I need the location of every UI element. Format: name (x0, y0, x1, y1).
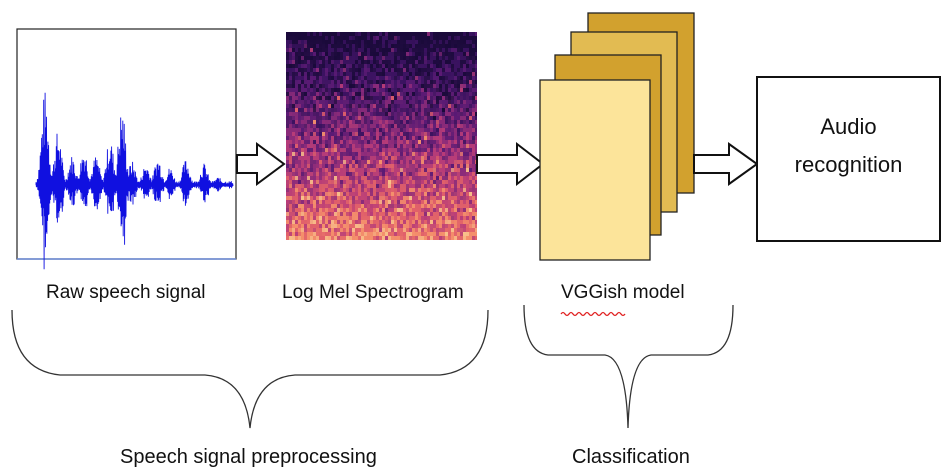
audio-recognition-box (756, 76, 941, 242)
audio-recognition-text: Audio recognition (757, 108, 940, 184)
arrow-1 (236, 142, 286, 186)
classification-group-label: Classification (572, 446, 690, 468)
preprocessing-brace (11, 309, 489, 429)
preprocessing-group-label: Speech signal preprocessing (120, 446, 377, 468)
audio-recognition-line-2: recognition (794, 152, 903, 177)
classification-brace (523, 304, 734, 429)
spectrogram-image (286, 32, 477, 240)
vggish-label: VGGish model (561, 282, 685, 303)
waveform (35, 92, 234, 270)
spellcheck-underline (560, 311, 626, 317)
spectrogram-label: Log Mel Spectrogram (282, 282, 464, 303)
arrow-2 (476, 141, 545, 187)
audio-recognition-line-1: Audio (820, 114, 877, 139)
arrow-3 (693, 142, 759, 186)
vggish-layers (539, 12, 695, 261)
model-layer-1 (539, 79, 651, 261)
waveform-trace (35, 92, 234, 270)
raw-signal-label: Raw speech signal (46, 282, 206, 303)
raw-signal-panel (16, 28, 237, 270)
